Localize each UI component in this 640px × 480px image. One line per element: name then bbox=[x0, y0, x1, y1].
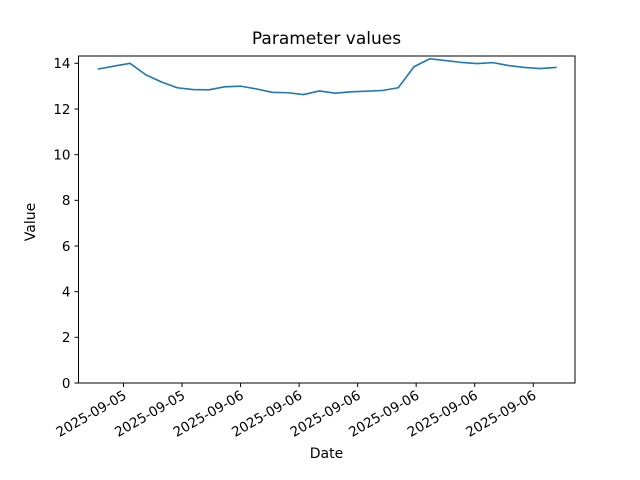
y-tick-label: 2 bbox=[62, 330, 71, 346]
data-line-parameter-values bbox=[97, 57, 557, 96]
y-tick-label: 0 bbox=[62, 376, 71, 392]
y-axis-label: Value bbox=[23, 202, 39, 242]
y-tick-label: 10 bbox=[53, 147, 70, 163]
x-axis-label: Date bbox=[309, 446, 344, 462]
chart-title: Parameter values bbox=[251, 29, 402, 49]
y-tick-label: 4 bbox=[62, 284, 71, 300]
y-tick-label: 14 bbox=[53, 56, 70, 72]
y-tick-label: 8 bbox=[62, 193, 71, 209]
y-tick-label: 6 bbox=[62, 239, 71, 255]
y-tick-label: 12 bbox=[53, 102, 70, 118]
axes-box bbox=[78, 55, 576, 384]
